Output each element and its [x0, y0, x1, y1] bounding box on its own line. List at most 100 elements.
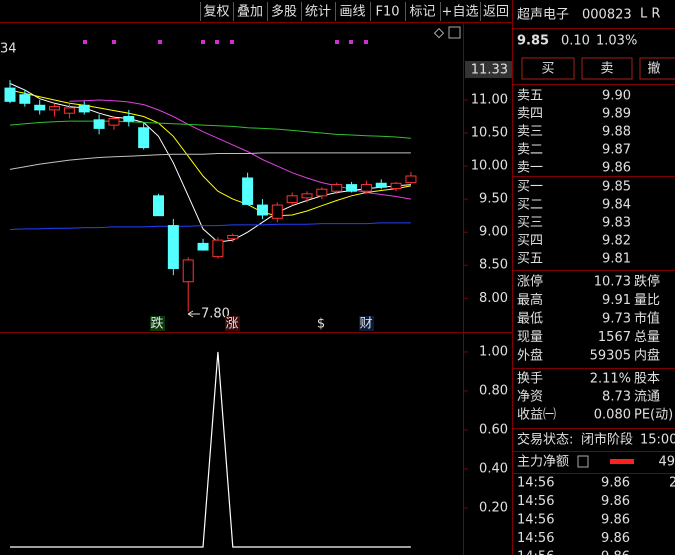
bids-0: 买二 [517, 198, 543, 213]
candle-body [212, 239, 224, 258]
bids-1: 9.85 [602, 180, 631, 195]
event-marker[interactable]: $ [317, 317, 325, 332]
candle-body [242, 177, 254, 205]
moving-average [9, 152, 411, 170]
stats-0: 最高 [517, 292, 543, 308]
stats-1: 9.73 [602, 312, 631, 327]
y-tick-label: 1.00 [479, 344, 508, 359]
status-time: 15:00 [640, 433, 675, 448]
candle-body [167, 225, 179, 270]
stats2-2: PE(动) [634, 408, 673, 423]
event-marker[interactable]: 财 [359, 317, 372, 332]
event-marker[interactable]: 跌 [150, 316, 163, 332]
stats-2: 跌停 [634, 274, 660, 290]
candle-body [123, 116, 135, 122]
asks-0: 卖五 [517, 89, 543, 104]
candle-body [256, 204, 268, 216]
stats2-0: 收益㈠ [517, 408, 556, 423]
trade-button[interactable]: 撤 [647, 61, 660, 77]
y-tick-label: 8.00 [479, 291, 508, 306]
ticks-1: 9.86 [601, 513, 630, 528]
stats-1: 10.73 [594, 275, 631, 290]
status-label: 交易状态: [517, 432, 573, 448]
toolbar-button[interactable]: 标记 [409, 5, 435, 20]
candle-body [227, 234, 239, 240]
y-tick-label: 11.00 [471, 92, 508, 107]
asks-1: 9.87 [602, 143, 631, 158]
indicator-line [10, 351, 411, 548]
stats-1: 1567 [598, 330, 631, 345]
candle-body [93, 119, 105, 129]
stats-0: 现量 [517, 330, 543, 345]
candle-body [405, 175, 417, 184]
candle-body [271, 204, 283, 219]
corner-label: 34 [0, 42, 17, 57]
event-bg [150, 316, 165, 331]
candle-body [375, 182, 387, 188]
stats-0: 最低 [517, 312, 543, 327]
stats-2: 量比 [634, 293, 660, 308]
y-tick-label: 8.50 [479, 258, 508, 273]
asks-1: 9.90 [602, 89, 631, 104]
asks-0: 卖四 [517, 107, 543, 122]
toolbar-button[interactable]: +自选 [442, 5, 479, 20]
trade-button[interactable]: 买 [541, 62, 554, 77]
ticks-1: 9.86 [601, 476, 630, 491]
annotation: 7.80 [201, 307, 230, 322]
trade-button-box[interactable] [521, 57, 575, 80]
event-marker[interactable]: 涨 [225, 317, 238, 332]
toolbar-button[interactable]: 复权 [203, 4, 229, 20]
toolbar-button[interactable]: F10 [375, 5, 399, 20]
stats-0: 涨停 [517, 274, 543, 290]
candle-body [301, 193, 313, 199]
candle-body [19, 94, 31, 104]
stats-1: 9.91 [602, 293, 631, 308]
stats2-1: 2.11% [590, 372, 631, 387]
trade-button-box[interactable] [581, 57, 633, 80]
main-net-value: 49 [658, 455, 675, 470]
stats2-0: 换手 [517, 372, 543, 387]
bids-1: 9.83 [602, 216, 631, 231]
annotation-arrow [187, 310, 200, 318]
asks-1: 9.88 [602, 125, 631, 140]
toolbar-button[interactable]: 多股 [271, 4, 297, 20]
toolbar-button[interactable]: 叠加 [237, 5, 263, 20]
ticks-0: 14:56 [517, 513, 554, 528]
candle-body [63, 107, 75, 114]
ticks-0: 14:56 [517, 550, 554, 555]
stats-2: 市值 [634, 311, 660, 327]
status: 闭市阶段 [581, 432, 633, 448]
asks-1: 9.89 [602, 107, 631, 122]
bids-1: 9.84 [602, 198, 631, 213]
detail-icon[interactable] [577, 455, 589, 468]
candle-body [390, 182, 402, 190]
bids-1: 9.82 [602, 234, 631, 249]
ticks-2: 2 [669, 476, 675, 491]
bids-0: 买四 [517, 234, 543, 249]
window-icon[interactable] [448, 26, 461, 39]
candle-body [331, 184, 343, 192]
stats-2: 内盘 [634, 348, 660, 364]
candle-body [108, 117, 120, 126]
y-tick-label: 0.80 [479, 383, 508, 398]
stats-1: 59305 [590, 349, 631, 364]
toolbar-button[interactable]: 返回 [483, 5, 509, 20]
bids-0: 买五 [517, 252, 543, 267]
candle-body [360, 184, 372, 192]
y-tick-label: 0.60 [479, 422, 508, 437]
moving-average [9, 89, 411, 217]
candle-body [346, 184, 358, 192]
stats2-1: 8.73 [602, 390, 631, 405]
stock-code: 000823 [582, 8, 632, 23]
toolbar-button[interactable]: 统计 [305, 5, 331, 20]
trade-button-box[interactable] [639, 57, 675, 80]
ticks-1: 9.86 [601, 494, 630, 509]
bids-0: 买一 [517, 180, 543, 195]
candle-body [138, 127, 150, 149]
diamond-icon[interactable]: ◇ [434, 26, 444, 41]
main-net-label: 主力净额 [517, 455, 569, 470]
toolbar-button[interactable]: 画线 [339, 5, 365, 20]
trade-button[interactable]: 卖 [600, 62, 613, 77]
